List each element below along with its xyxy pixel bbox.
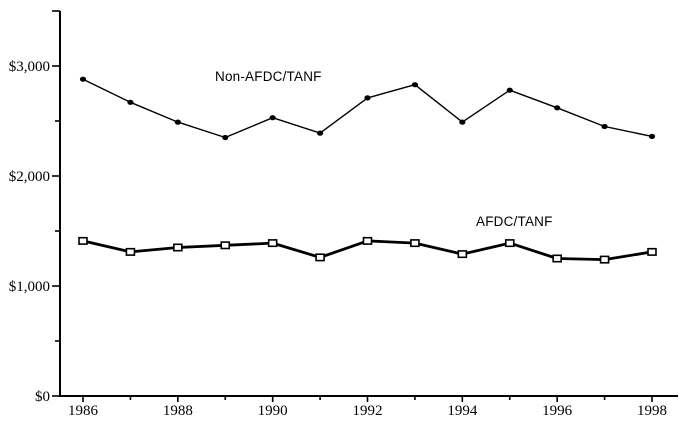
data-point-open-square [552,254,562,263]
data-point-open-square [457,250,468,259]
y-tick-label: $0 [35,389,50,405]
x-tick-label: 1990 [258,403,288,419]
x-tick-label: 1992 [353,403,383,419]
data-point-open-square [78,236,88,245]
data-point-open-square [647,247,657,256]
data-point-filled-circle [601,123,608,130]
data-point-open-square [362,236,373,245]
data-point-open-square [410,239,420,248]
y-tick-label: $1,000 [9,279,50,295]
data-point-filled-circle [269,115,276,121]
series-label-afdc-tanf: AFDC/TANF [476,214,553,229]
x-tick-label: 1986 [68,403,99,419]
data-point-open-square [267,239,278,248]
data-point-open-square [125,247,136,256]
x-tick-label: 1994 [447,403,478,419]
data-point-open-square [173,243,183,252]
series-label-non-afdc-tanf: Non-AFDC/TANF [215,69,322,84]
data-point-filled-circle [316,130,324,136]
x-tick-label: 1988 [163,403,193,419]
data-point-filled-circle [459,119,466,125]
data-point-filled-circle [364,95,371,101]
x-tick-label: 1996 [542,403,573,419]
data-point-filled-circle [79,76,87,82]
data-point-open-square [315,253,325,262]
data-point-open-square [504,239,515,248]
series-line-0 [82,78,653,139]
x-tick-label: 1998 [637,403,667,419]
data-point-filled-circle [554,105,561,111]
data-point-filled-circle [411,82,419,88]
data-point-open-square [220,241,231,250]
y-tick-label: $2,000 [9,169,50,185]
data-point-filled-circle [648,133,656,139]
data-point-filled-circle [506,87,513,93]
data-point-filled-circle [174,119,181,125]
data-point-filled-circle [127,99,134,105]
data-point-filled-circle [222,134,229,141]
y-tick-label: $3,000 [9,59,50,75]
data-point-open-square [599,255,610,264]
